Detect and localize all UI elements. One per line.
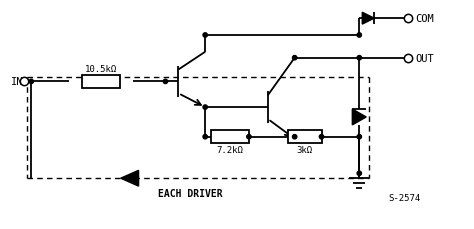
Text: 3kΩ: 3kΩ [297, 145, 313, 154]
Circle shape [292, 135, 297, 139]
Circle shape [203, 105, 207, 110]
Bar [82, 76, 120, 88]
Circle shape [357, 56, 362, 61]
Circle shape [29, 80, 33, 84]
Circle shape [292, 56, 297, 61]
Polygon shape [121, 171, 138, 186]
Bar [211, 131, 249, 144]
Circle shape [203, 34, 207, 38]
Circle shape [247, 135, 251, 139]
Text: COM: COM [415, 14, 434, 24]
Circle shape [163, 80, 168, 84]
Circle shape [357, 34, 362, 38]
Polygon shape [352, 110, 366, 125]
Text: 7.2kΩ: 7.2kΩ [217, 145, 244, 154]
Text: S-2574: S-2574 [388, 193, 420, 202]
Text: IN: IN [11, 77, 24, 87]
Text: OUT: OUT [415, 53, 434, 63]
Text: EACH DRIVER: EACH DRIVER [158, 188, 223, 198]
Circle shape [357, 171, 362, 176]
Circle shape [319, 135, 324, 139]
Polygon shape [362, 13, 374, 25]
Circle shape [203, 135, 207, 139]
Bar [288, 131, 321, 144]
Circle shape [357, 135, 362, 139]
Text: 10.5kΩ: 10.5kΩ [85, 64, 117, 73]
